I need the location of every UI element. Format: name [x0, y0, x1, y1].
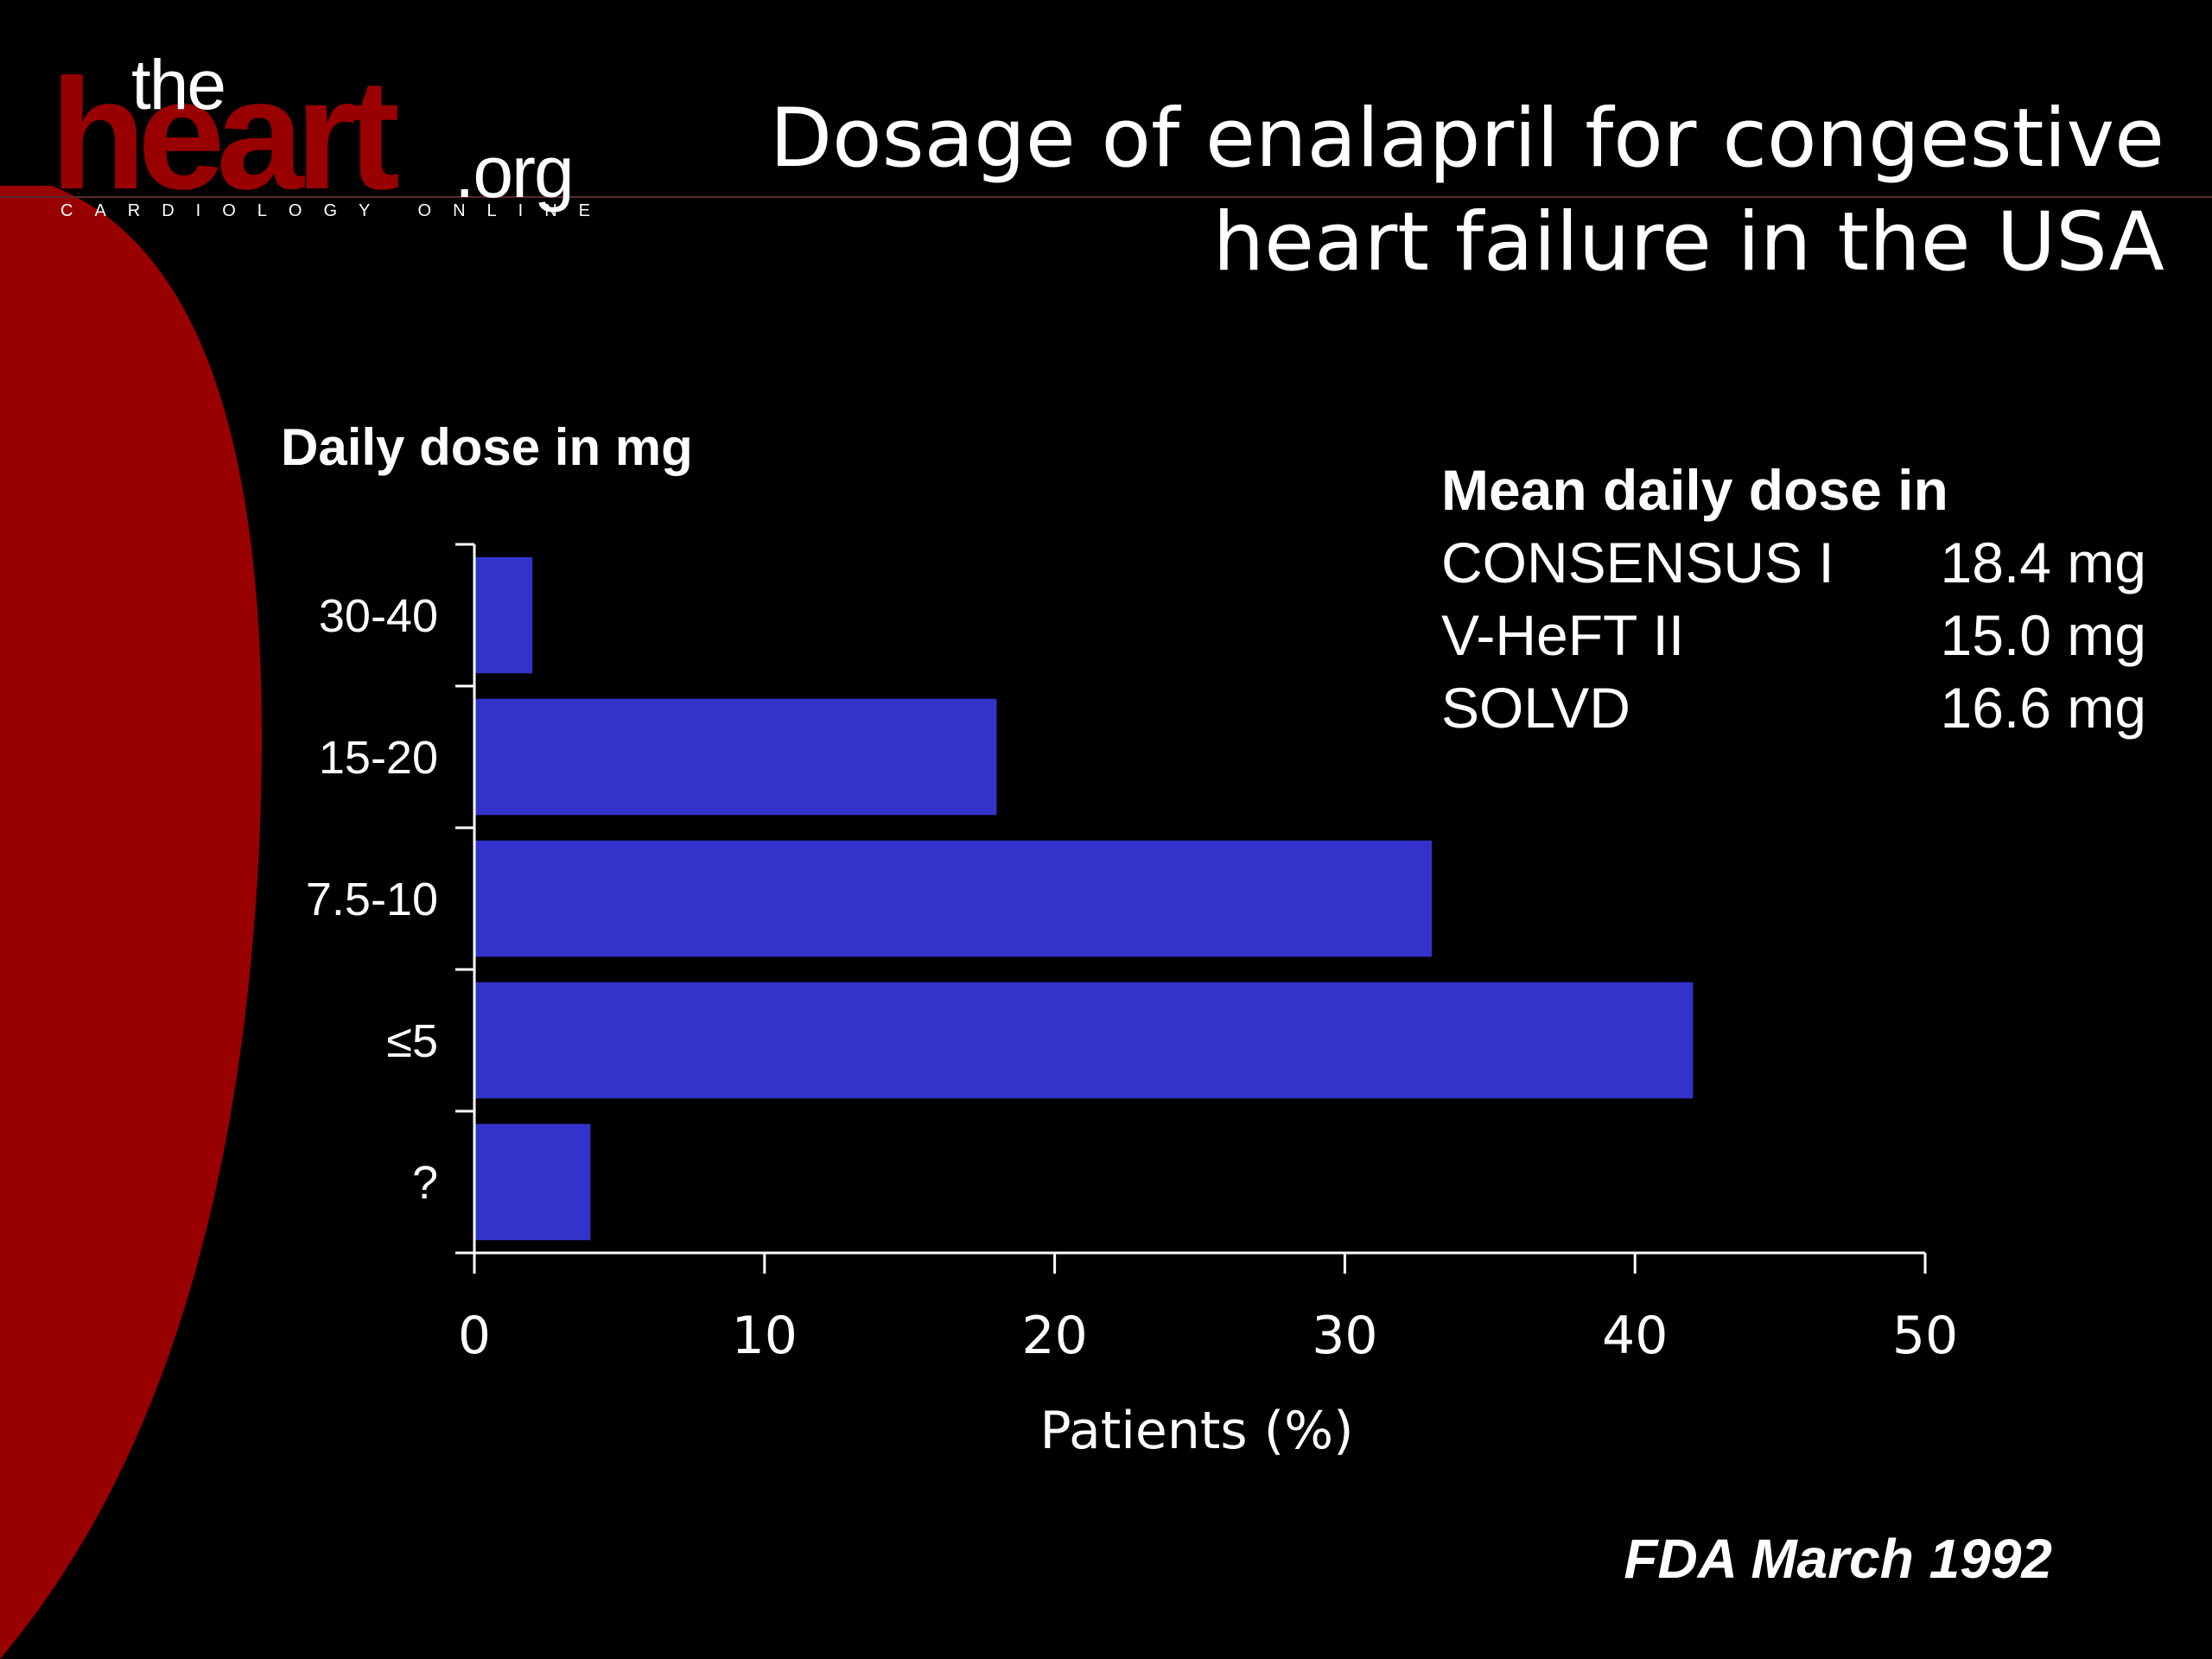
category-label-0: 30-40 [319, 590, 438, 642]
category-label-1: 15-20 [319, 732, 438, 784]
x-axis-title: Patients (%) [1039, 1401, 1353, 1461]
bar-chart: 30-40 15-20 7.5-10 ≤5? 0 10 20 30 40 50 [306, 543, 1958, 1366]
info-dose-solvd: 16.6 mg [1941, 676, 2146, 740]
x-tick-label-5: 50 [1892, 1306, 1958, 1366]
info-study-solvd: SOLVD [1441, 676, 1630, 740]
logo-tagline: CARDIOLOGY ONLINE [60, 201, 612, 220]
x-tick-label-3: 30 [1312, 1306, 1377, 1366]
bar-3 [474, 982, 1694, 1099]
mean-dose-info-box: Mean daily dose in CONSENSUS I 18.4 mg V… [1441, 458, 2146, 740]
info-heading: Mean daily dose in [1441, 458, 1948, 522]
category-label-2: 7.5-10 [306, 874, 438, 925]
logo-org-text: .org [454, 131, 573, 213]
info-dose-consensus: 18.4 mg [1941, 531, 2146, 594]
x-tick-label-4: 40 [1602, 1306, 1668, 1366]
chart-axes [455, 543, 1927, 1274]
info-dose-vheft: 15.0 mg [1941, 603, 2146, 667]
chart-category-labels: 30-40 15-20 7.5-10 ≤5? [306, 590, 438, 1209]
x-tick-label-1: 10 [732, 1306, 798, 1366]
x-tick-label-2: 20 [1021, 1306, 1087, 1366]
slide-title-line-2: heart failure in the USA [1213, 195, 2164, 289]
chart-tick-labels: 0 10 20 30 40 50 [458, 1306, 1958, 1366]
source-citation: FDA March 1992 [1624, 1528, 2052, 1590]
category-label-3: ≤5 [386, 1015, 438, 1067]
red-swoosh-decoration [0, 186, 262, 1659]
logo-the-text: the [131, 46, 225, 124]
bar-1 [474, 698, 997, 816]
site-logo: heart the .org CARDIOLOGY ONLINE [50, 46, 612, 222]
chart-bars [474, 556, 1694, 1241]
bar-4 [474, 1123, 591, 1241]
y-axis-title: Daily dose in mg [281, 418, 693, 476]
info-study-vheft: V-HeFT II [1441, 603, 1684, 667]
bar-2 [474, 840, 1433, 957]
slide-title-line-1: Dosage of enalapril for congestive [770, 92, 2164, 186]
bar-0 [474, 556, 533, 674]
info-study-consensus: CONSENSUS I [1441, 531, 1834, 594]
x-tick-label-0: 0 [458, 1306, 491, 1366]
logo-heart-text: heart [50, 46, 398, 222]
category-label-4: ? [412, 1157, 438, 1209]
